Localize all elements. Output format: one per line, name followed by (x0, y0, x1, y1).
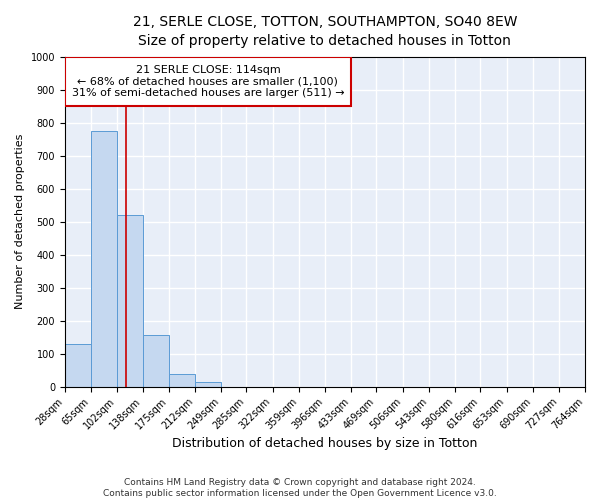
Bar (117, 215, 143, 386)
Bar (91, 131, 117, 386)
X-axis label: Distribution of detached houses by size in Totton: Distribution of detached houses by size … (172, 437, 478, 450)
Bar (143, 335, 169, 386)
Bar (169, 374, 195, 386)
Bar (65, 344, 91, 387)
FancyBboxPatch shape (65, 56, 351, 106)
Text: 21 SERLE CLOSE: 114sqm: 21 SERLE CLOSE: 114sqm (136, 64, 280, 74)
Title: 21, SERLE CLOSE, TOTTON, SOUTHAMPTON, SO40 8EW
Size of property relative to deta: 21, SERLE CLOSE, TOTTON, SOUTHAMPTON, SO… (133, 15, 517, 48)
Text: ← 68% of detached houses are smaller (1,100): ← 68% of detached houses are smaller (1,… (77, 76, 338, 86)
Y-axis label: Number of detached properties: Number of detached properties (15, 134, 25, 310)
Text: Contains HM Land Registry data © Crown copyright and database right 2024.
Contai: Contains HM Land Registry data © Crown c… (103, 478, 497, 498)
Text: 31% of semi-detached houses are larger (511) →: 31% of semi-detached houses are larger (… (71, 88, 344, 98)
Bar (195, 382, 221, 386)
